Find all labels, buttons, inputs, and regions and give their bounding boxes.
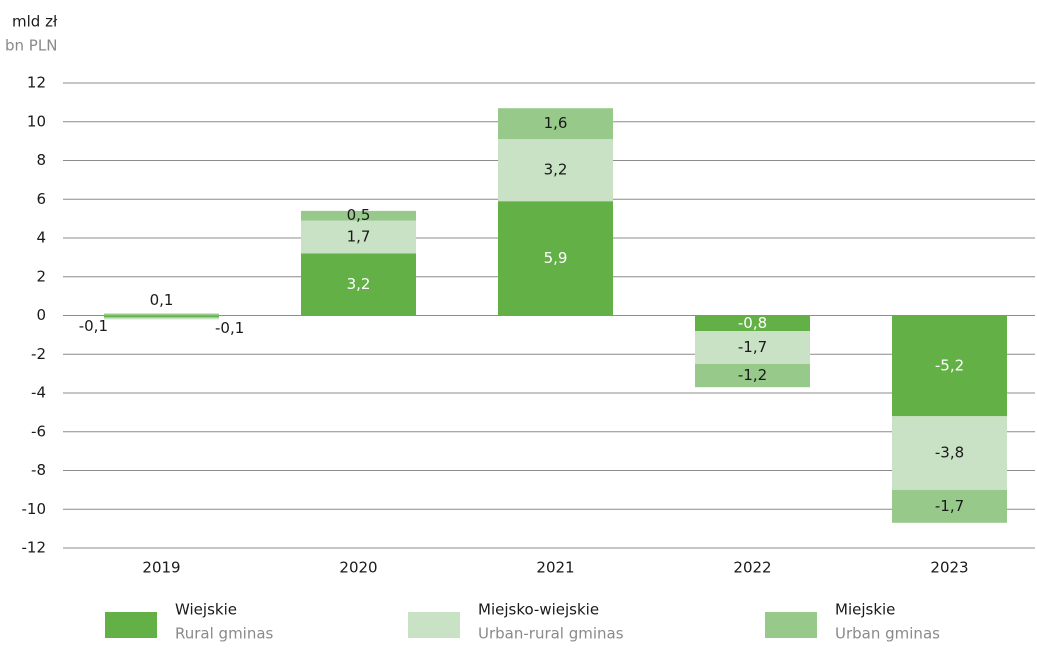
y-tick-label: -6	[31, 422, 46, 440]
x-tick-label: 2022	[733, 559, 771, 577]
data-label: 1,6	[544, 114, 568, 132]
data-label: 3,2	[347, 275, 371, 293]
bar-segment	[498, 108, 613, 140]
y-tick-label: -4	[31, 384, 46, 402]
data-label: 1,7	[347, 228, 371, 246]
data-label: -1,2	[738, 366, 767, 384]
data-label: -5,2	[935, 356, 964, 374]
y-axis-label: mld zł	[12, 13, 58, 31]
y-tick-label: 0	[36, 306, 46, 324]
y-tick-label: 10	[27, 112, 46, 130]
bar-segment	[104, 317, 219, 320]
y-tick-label: -8	[31, 461, 46, 479]
bar-segment	[695, 363, 810, 388]
data-label: 0,1	[150, 291, 174, 309]
data-label: -1,7	[935, 497, 964, 515]
data-label: 5,9	[544, 249, 568, 267]
data-label: -3,8	[935, 444, 964, 462]
legend-label-en: Urban-rural gminas	[478, 625, 624, 643]
y-tick-label: -12	[22, 539, 47, 557]
data-label: -0,8	[738, 314, 767, 332]
bar-segment	[498, 139, 613, 202]
y-tick-label: 2	[36, 267, 46, 285]
y-tick-label: -10	[22, 500, 47, 518]
x-tick-label: 2023	[930, 559, 968, 577]
y-tick-label: 8	[36, 151, 46, 169]
data-label: 3,2	[544, 161, 568, 179]
y-axis-label-en: bn PLN	[5, 37, 57, 55]
x-tick-label: 2020	[339, 559, 377, 577]
legend-swatch	[105, 612, 157, 638]
bar-segment	[301, 253, 416, 316]
bar-segment	[301, 210, 416, 221]
bar-segment	[892, 489, 1007, 523]
data-label: -1,7	[738, 338, 767, 356]
bar-segment	[892, 315, 1007, 417]
data-label: -0,1	[79, 317, 108, 335]
x-tick-label: 2019	[142, 559, 180, 577]
bar-segment	[498, 201, 613, 316]
bar-segment	[695, 331, 810, 364]
y-tick-label: 6	[36, 190, 46, 208]
x-tick-label: 2021	[536, 559, 574, 577]
bar-segment	[104, 315, 219, 318]
bar-segment	[301, 220, 416, 254]
y-tick-label: -2	[31, 345, 46, 363]
bar-segment	[892, 416, 1007, 490]
data-label: 0,5	[347, 206, 371, 224]
y-tick-label: 12	[27, 74, 46, 92]
legend-label: Miejsko-wiejskie	[478, 601, 599, 619]
legend-label-en: Rural gminas	[175, 625, 274, 643]
bar-segment	[104, 313, 219, 316]
legend-swatch	[765, 612, 817, 638]
data-label: -0,1	[215, 319, 244, 337]
legend-label: Miejskie	[835, 601, 895, 619]
legend-label: Wiejskie	[175, 601, 237, 619]
bar-segment	[695, 315, 810, 331]
legend-label-en: Urban gminas	[835, 625, 940, 643]
y-tick-label: 4	[36, 229, 46, 247]
legend-swatch	[408, 612, 460, 638]
